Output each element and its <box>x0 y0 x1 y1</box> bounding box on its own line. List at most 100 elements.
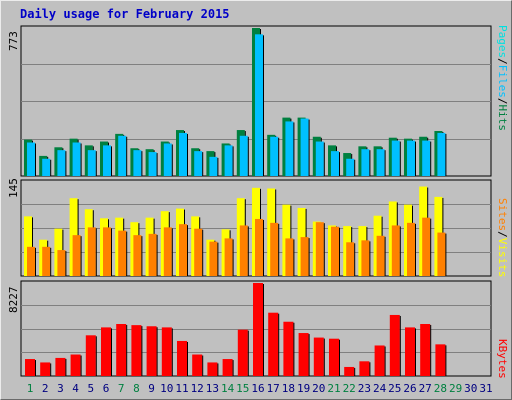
kbytes-bar-11 <box>177 340 187 376</box>
sites-bar-21 <box>331 226 339 276</box>
chart-title: Daily usage for February 2015 <box>20 7 230 21</box>
kbytes-bar-5-shadow <box>95 336 97 376</box>
sites-bar-24 <box>376 235 385 276</box>
kbytes-bar-1 <box>25 359 35 376</box>
day-label-8: 8 <box>133 382 140 395</box>
kbytes-bar-15-shadow <box>247 330 249 376</box>
kbytes-bar-22 <box>344 366 355 376</box>
sites-bar-14 <box>224 238 233 276</box>
sites-bar-20-shadow <box>323 223 325 276</box>
files-bar-6 <box>103 145 111 176</box>
kbytes-bar-7 <box>116 324 127 376</box>
files-bar-17 <box>270 136 279 176</box>
sites-bar-11-shadow <box>187 225 188 276</box>
files-bar-20-shadow <box>323 142 325 176</box>
kbytes-bar-25-shadow <box>399 315 401 376</box>
files-bar-3-shadow <box>65 151 67 176</box>
sites-bar-28 <box>437 232 446 276</box>
day-label-6: 6 <box>103 382 110 395</box>
day-label-24: 24 <box>373 382 387 395</box>
sites-bar-7 <box>118 230 127 276</box>
files-bar-5 <box>87 150 96 176</box>
sites-bar-23 <box>361 240 370 276</box>
sites-bar-19-shadow <box>308 238 310 276</box>
sites-bar-26-shadow <box>415 223 416 276</box>
sites-bar-5-shadow <box>95 228 97 276</box>
day-label-11: 11 <box>175 382 188 395</box>
files-bar-13-shadow <box>217 157 219 176</box>
files-bar-16-shadow <box>263 35 264 177</box>
kbytes-bar-23-shadow <box>369 362 371 376</box>
sites-bar-15-shadow <box>247 226 249 276</box>
sites-bar-12-shadow <box>202 229 204 276</box>
day-label-10: 10 <box>160 382 173 395</box>
files-bar-4-shadow <box>80 143 82 176</box>
files-bar-9 <box>148 152 157 176</box>
day-label-7: 7 <box>118 382 125 395</box>
day-label-2: 2 <box>42 382 49 395</box>
sites-bar-17-shadow <box>278 223 280 276</box>
files-bar-14-shadow <box>232 146 234 176</box>
kbytes-bar-28-shadow <box>445 345 447 376</box>
files-bar-15-shadow <box>247 136 249 176</box>
kbytes-bar-11-shadow <box>187 341 188 376</box>
day-label-12: 12 <box>191 382 204 395</box>
sites-bar-6-shadow <box>111 228 112 276</box>
kbytes-bar-4 <box>70 354 81 376</box>
day-label-29: 29 <box>449 382 462 395</box>
day-label-28: 28 <box>434 382 447 395</box>
kbytes-bar-19-shadow <box>308 334 310 376</box>
sites-bar-26 <box>407 222 415 276</box>
sites-bar-20 <box>315 222 324 276</box>
sites-bar-10 <box>163 227 172 276</box>
day-label-17: 17 <box>267 382 280 395</box>
kbytes-bar-9-shadow <box>156 327 158 376</box>
day-label-14: 14 <box>221 382 235 395</box>
kbytes-bar-17 <box>268 312 279 376</box>
day-label-19: 19 <box>297 382 310 395</box>
day-label-25: 25 <box>388 382 401 395</box>
sites-bar-11 <box>179 224 187 276</box>
sites-bar-24-shadow <box>384 236 386 276</box>
kbytes-bar-18 <box>283 321 294 376</box>
kbytes-bar-18-shadow <box>293 322 295 376</box>
sites-bar-22-shadow <box>354 243 356 276</box>
kbytes-bar-20-shadow <box>323 338 325 376</box>
kbytes-bar-12-shadow <box>202 355 204 376</box>
kbytes-bar-4-shadow <box>80 355 82 376</box>
files-bar-19 <box>300 118 309 176</box>
files-bar-23 <box>361 149 370 176</box>
kbytes-bar-8 <box>131 325 142 376</box>
files-bar-10-shadow <box>171 144 173 176</box>
day-label-3: 3 <box>57 382 64 395</box>
day-label-15: 15 <box>236 382 249 395</box>
files-bar-15 <box>239 135 248 176</box>
files-bar-26 <box>407 140 415 176</box>
files-bar-12-shadow <box>202 152 204 176</box>
files-bar-8-shadow <box>141 151 143 176</box>
sites-bar-19 <box>300 237 309 276</box>
files-bar-19-shadow <box>308 119 310 176</box>
sites-bar-2-shadow <box>50 247 52 276</box>
day-label-22: 22 <box>343 382 356 395</box>
kbytes-bar-25 <box>389 314 400 376</box>
kbytes-bar-9 <box>146 326 157 376</box>
day-label-21: 21 <box>327 382 340 395</box>
files-bar-9-shadow <box>156 153 158 176</box>
sites-bar-12 <box>194 228 203 276</box>
day-label-9: 9 <box>148 382 155 395</box>
day-label-1: 1 <box>27 382 34 395</box>
files-bar-28-shadow <box>445 133 447 176</box>
sites-bar-4 <box>72 235 81 276</box>
sites-bar-7-shadow <box>126 231 128 276</box>
kbytes-bar-17-shadow <box>278 313 280 376</box>
kbytes-bar-6 <box>101 327 111 376</box>
kbytes-bar-13-shadow <box>217 363 219 376</box>
day-label-30: 30 <box>464 382 477 395</box>
files-bar-7 <box>118 135 127 176</box>
kbytes-bar-16 <box>253 283 263 376</box>
sites-bar-6 <box>103 227 111 276</box>
sites-bar-1 <box>27 246 35 276</box>
kbytes-bar-6-shadow <box>111 328 112 376</box>
sites-bar-23-shadow <box>369 241 371 276</box>
